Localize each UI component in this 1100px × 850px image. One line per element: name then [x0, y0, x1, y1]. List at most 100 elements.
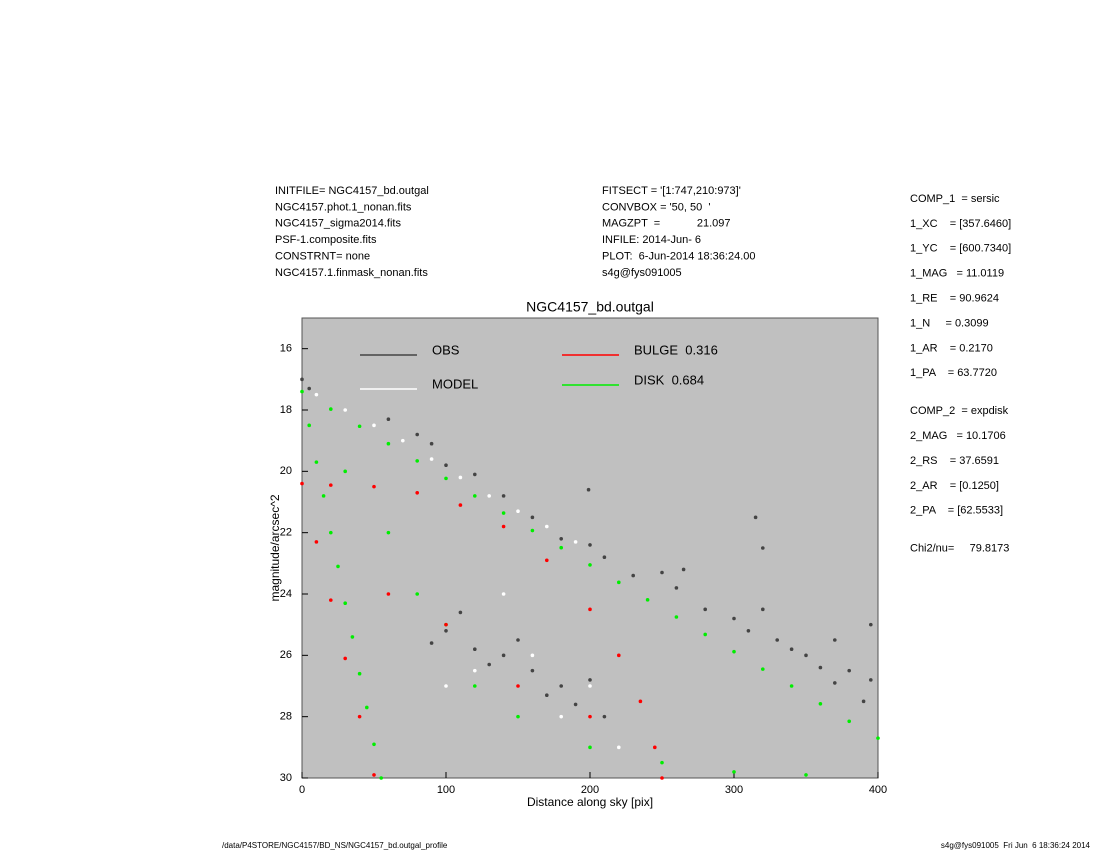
data-point [559, 684, 563, 688]
data-point [487, 494, 492, 498]
footer-path: /data/P4STORE/NGC4157/BD_NS/NGC4157_bd.o… [222, 841, 448, 850]
data-point [386, 441, 391, 446]
data-point [674, 586, 679, 590]
data-point [357, 714, 362, 719]
data-point [804, 653, 808, 658]
data-point [818, 701, 823, 706]
data-point [501, 494, 506, 498]
data-point [861, 699, 866, 704]
data-point [530, 528, 535, 533]
data-point [530, 653, 535, 658]
data-point [732, 770, 736, 774]
data-point [530, 668, 535, 673]
data-point [588, 745, 592, 750]
data-point [789, 684, 794, 688]
data-point [660, 776, 664, 780]
data-point [415, 432, 420, 437]
chart-title: NGC4157_bd.outgal [526, 299, 654, 315]
header-line: CONSTRNT= none [275, 251, 370, 263]
data-point [444, 463, 448, 468]
data-point [588, 543, 592, 547]
data-point [559, 537, 563, 541]
data-point [429, 457, 434, 461]
data-point [307, 423, 312, 428]
data-point [732, 649, 736, 654]
data-point [444, 629, 448, 633]
data-point [444, 684, 448, 688]
y-axis-label: magnitude/arcsec^2 [268, 494, 282, 601]
y-tick-label: 18 [280, 404, 292, 416]
data-point [789, 647, 794, 651]
data-point [681, 567, 686, 572]
legend-label: MODEL [432, 376, 478, 391]
y-tick-label: 26 [280, 649, 292, 661]
data-point [343, 408, 348, 412]
data-point [473, 647, 477, 651]
data-point [429, 441, 434, 446]
data-point [869, 622, 873, 627]
fit-parameter: COMP_1 = sersic [910, 193, 1000, 205]
data-point [804, 773, 808, 777]
header-line: NGC4157_sigma2014.fits [275, 218, 401, 230]
data-point [746, 629, 751, 633]
data-point [674, 615, 679, 619]
data-point [386, 592, 391, 596]
fit-parameter: 2_AR = [0.1250] [910, 480, 999, 492]
data-point [458, 503, 463, 507]
data-point [617, 580, 621, 585]
data-point [617, 653, 621, 658]
data-point [545, 524, 549, 529]
header-line: PLOT: 6-Jun-2014 18:36:24.00 [602, 251, 756, 263]
data-point [458, 610, 463, 615]
data-point [703, 607, 707, 612]
data-point [847, 719, 851, 724]
data-point [343, 601, 348, 605]
x-tick-label: 300 [725, 784, 743, 796]
fit-parameter: 1_PA = 63.7720 [910, 367, 997, 379]
data-point [660, 760, 664, 765]
data-point [638, 699, 643, 704]
data-point [588, 684, 592, 688]
data-point [588, 714, 592, 719]
data-point [415, 459, 420, 463]
y-tick-label: 28 [280, 711, 292, 723]
y-tick-label: 16 [280, 343, 292, 355]
header-line: FITSECT = '[1:747,210:973]' [602, 185, 741, 197]
data-point [545, 558, 549, 563]
data-point [372, 423, 376, 428]
data-point [372, 742, 376, 747]
data-point [516, 509, 520, 513]
data-point [501, 524, 506, 529]
data-point [314, 460, 319, 464]
data-point [365, 705, 369, 710]
data-point [559, 545, 563, 550]
data-point [660, 570, 664, 575]
y-tick-label: 24 [280, 588, 292, 600]
x-tick-label: 200 [581, 784, 599, 796]
x-tick-label: 0 [299, 784, 305, 796]
data-point [386, 417, 391, 422]
header-line: NGC4157.1.finmask_nonan.fits [275, 267, 428, 279]
data-point [379, 776, 384, 780]
data-point [545, 693, 549, 697]
plot-area [301, 317, 879, 779]
data-point [300, 481, 304, 486]
data-point [329, 598, 333, 602]
data-point [588, 563, 592, 567]
data-point [501, 653, 506, 658]
data-point [343, 469, 348, 474]
fit-parameter: 2_RS = 37.6591 [910, 455, 999, 467]
data-point [530, 515, 535, 520]
data-point [357, 424, 362, 429]
y-tick-label: 30 [280, 772, 292, 784]
data-point [300, 389, 304, 394]
fit-parameter: 1_YC = [600.7340] [910, 243, 1011, 255]
data-point [818, 665, 823, 670]
data-point [516, 638, 520, 642]
header-line: INFILE: 2014-Jun- 6 [602, 234, 701, 246]
data-point [753, 515, 758, 520]
fit-parameter: Chi2/nu= 79.8173 [910, 543, 1009, 555]
data-point [444, 622, 448, 627]
